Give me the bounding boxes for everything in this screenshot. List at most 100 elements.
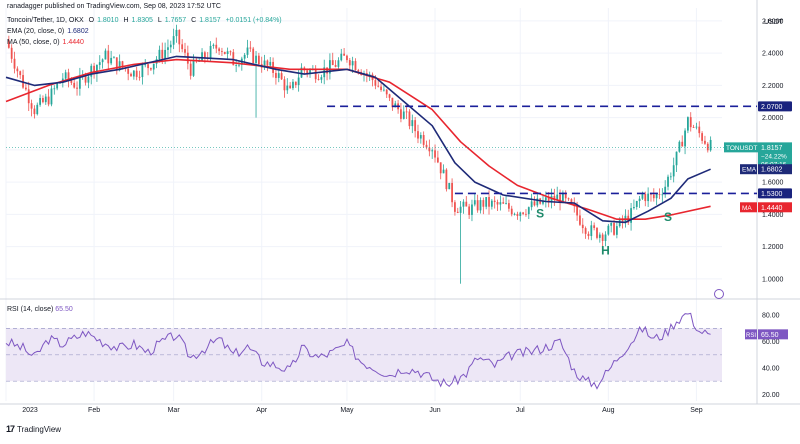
level-tag bbox=[758, 101, 792, 112]
candle-body bbox=[67, 72, 70, 81]
candle-body bbox=[44, 96, 47, 103]
ma-legend-label: MA (50, close, 0) bbox=[7, 39, 60, 46]
candle-body bbox=[544, 197, 547, 201]
candle-body bbox=[10, 47, 13, 59]
candle-body bbox=[400, 109, 402, 119]
ma-value: 1.4440 bbox=[761, 205, 783, 212]
candle-body bbox=[297, 77, 300, 86]
candle-body bbox=[232, 52, 235, 66]
candle-body bbox=[326, 67, 328, 74]
candle-body bbox=[559, 194, 561, 203]
candle-body bbox=[394, 103, 397, 108]
candle-body bbox=[169, 44, 172, 48]
pattern-label: H bbox=[601, 244, 610, 258]
candle-body bbox=[675, 151, 678, 166]
candle-body bbox=[113, 57, 115, 59]
candle-body bbox=[442, 169, 445, 174]
candle-body bbox=[13, 58, 16, 69]
candle-body bbox=[107, 50, 110, 64]
candle-body bbox=[130, 73, 132, 77]
candle-body bbox=[357, 70, 360, 72]
candle-body bbox=[343, 53, 346, 56]
open-label: O bbox=[88, 17, 95, 24]
ticker-change: −24.22% bbox=[761, 153, 787, 160]
symbol-line: Toncoin/Tether, 1D, OKX O 1.8010 H 1.8305 … bbox=[7, 16, 285, 25]
candle-body bbox=[280, 73, 283, 80]
candle-body bbox=[132, 70, 135, 77]
candle-body bbox=[490, 200, 493, 207]
candle-body bbox=[78, 75, 81, 89]
candle-body bbox=[158, 49, 161, 60]
candle-body bbox=[70, 80, 73, 83]
time-tick-label: Jul bbox=[516, 407, 525, 414]
candle-body bbox=[266, 60, 269, 66]
time-tick-label: Apr bbox=[256, 407, 268, 414]
candle-body bbox=[164, 49, 167, 59]
ma-tag-name: MA bbox=[742, 205, 752, 212]
candle-body bbox=[84, 75, 87, 83]
candle-body bbox=[672, 165, 675, 177]
candle-body bbox=[530, 201, 533, 208]
candle-body bbox=[630, 208, 632, 223]
candle-body bbox=[201, 52, 203, 62]
price-tick-label: 1.6000 bbox=[762, 180, 784, 187]
candle-body bbox=[644, 194, 647, 202]
price-tick-label: 1.4000 bbox=[762, 212, 784, 219]
ema-value-tag bbox=[758, 164, 792, 175]
ticker-tag-name: TONUSDT bbox=[726, 145, 757, 152]
candle-body bbox=[331, 60, 334, 66]
candle-body bbox=[300, 67, 303, 78]
candle-body bbox=[87, 76, 90, 83]
ma-tag bbox=[740, 202, 757, 213]
candle-body bbox=[533, 201, 536, 206]
candle-body bbox=[334, 65, 337, 67]
tradingview-logo-text: TradingView bbox=[17, 424, 62, 434]
candle-body bbox=[90, 65, 93, 77]
candle-body bbox=[235, 65, 238, 66]
candle-body bbox=[417, 131, 419, 139]
high-label: H bbox=[123, 17, 129, 24]
symbol-title: Toncoin/Tether, 1D, OKX bbox=[7, 17, 84, 24]
candle-body bbox=[39, 98, 41, 105]
candle-body bbox=[570, 199, 573, 204]
candle-body bbox=[175, 29, 178, 37]
candle-body bbox=[471, 204, 473, 215]
candle-body bbox=[203, 52, 206, 58]
candle-body bbox=[340, 53, 343, 61]
candle-body bbox=[30, 103, 33, 109]
candle-body bbox=[547, 197, 550, 203]
candle-body bbox=[249, 47, 252, 49]
candle-body bbox=[553, 195, 556, 201]
rsi-tag bbox=[745, 329, 757, 340]
candle-body bbox=[468, 206, 471, 215]
candle-body bbox=[283, 79, 286, 91]
candle-body bbox=[519, 212, 522, 216]
candle-body bbox=[635, 201, 638, 207]
close-value: 1.8157 bbox=[199, 17, 221, 24]
candle-body bbox=[64, 72, 67, 79]
time-tick-label: 2023 bbox=[22, 407, 38, 414]
candle-body bbox=[147, 64, 149, 69]
candle-body bbox=[150, 68, 152, 70]
high-value: 1.8305 bbox=[131, 17, 153, 24]
candle-body bbox=[689, 117, 692, 128]
candle-body bbox=[482, 200, 485, 207]
candle-body bbox=[382, 89, 385, 91]
publisher-line: ranadagger published on TradingView.com,… bbox=[7, 3, 221, 10]
candle-body bbox=[246, 47, 249, 55]
candle-body bbox=[456, 211, 459, 213]
candle-body bbox=[263, 60, 266, 68]
candle-body bbox=[536, 198, 539, 206]
candle-body bbox=[314, 69, 317, 80]
candle-body bbox=[118, 61, 121, 71]
candle-body bbox=[505, 203, 507, 204]
candle-body bbox=[414, 120, 417, 132]
candle-body bbox=[459, 206, 462, 213]
candle-body bbox=[664, 186, 667, 195]
candle-body bbox=[138, 76, 141, 78]
time-tick-label: Jun bbox=[429, 407, 440, 414]
rsi-tick-label: 80.00 bbox=[762, 313, 780, 320]
candle-body bbox=[243, 54, 246, 59]
time-tick-label: Feb bbox=[88, 407, 100, 414]
tradingview-logo[interactable]: 17 TradingView bbox=[6, 424, 61, 434]
